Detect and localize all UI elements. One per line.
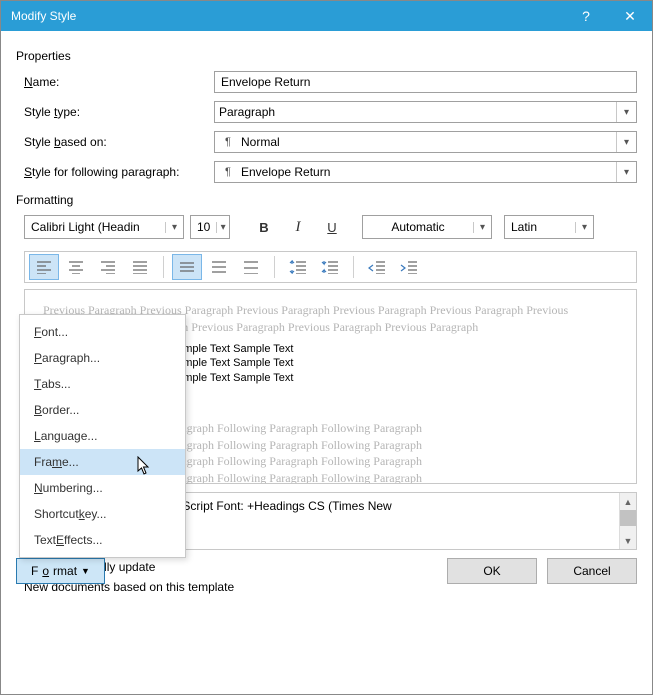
paragraph-icon: ¶: [219, 136, 237, 148]
titlebar: Modify Style ? ✕: [1, 1, 652, 31]
chevron-down-icon: ▾: [575, 222, 593, 233]
line-spacing-2-button[interactable]: [236, 254, 266, 280]
space-before-decrease-button[interactable]: [315, 254, 345, 280]
menu-tabs[interactable]: Tabs...: [20, 371, 185, 397]
align-justify-button[interactable]: [125, 254, 155, 280]
menu-border[interactable]: Border...: [20, 397, 185, 423]
font-size-dropdown[interactable]: 10▾: [190, 215, 230, 239]
chevron-down-icon: ▾: [616, 162, 636, 182]
scroll-up-icon[interactable]: ▲: [620, 493, 636, 510]
name-label: Name:: [24, 75, 214, 89]
decrease-indent-button[interactable]: [362, 254, 392, 280]
menu-numbering[interactable]: Numbering...: [20, 475, 185, 501]
properties-label: Properties: [16, 49, 637, 63]
italic-button[interactable]: I: [284, 215, 312, 239]
line-spacing-1-button[interactable]: [172, 254, 202, 280]
format-button[interactable]: Format ▼: [16, 558, 105, 584]
dialog-title: Modify Style: [11, 9, 564, 23]
bold-button[interactable]: B: [250, 215, 278, 239]
menu-shortcut-key[interactable]: Shortcut key...: [20, 501, 185, 527]
paragraph-icon: ¶: [219, 166, 237, 178]
script-dropdown[interactable]: Latin▾: [504, 215, 594, 239]
close-button[interactable]: ✕: [608, 1, 652, 31]
menu-text-effects[interactable]: Text Effects...: [20, 527, 185, 553]
style-type-dropdown[interactable]: Paragraph ▾: [214, 101, 637, 123]
align-center-button[interactable]: [61, 254, 91, 280]
menu-font[interactable]: Font...: [20, 319, 185, 345]
scroll-down-icon[interactable]: ▼: [620, 532, 636, 549]
paragraph-toolbar: [24, 251, 637, 283]
chevron-down-icon: ▾: [165, 222, 183, 233]
font-color-dropdown[interactable]: Automatic▾: [362, 215, 492, 239]
chevron-down-icon: ▾: [216, 222, 229, 233]
modify-style-dialog: Modify Style ? ✕ Properties Name: Style …: [0, 0, 653, 695]
formatting-label: Formatting: [16, 193, 637, 207]
style-type-label: Style type:: [24, 105, 214, 119]
description-scrollbar[interactable]: ▲ ▼: [619, 493, 636, 549]
name-input[interactable]: [214, 71, 637, 93]
cancel-button[interactable]: Cancel: [547, 558, 637, 584]
chevron-down-icon: ▾: [616, 132, 636, 152]
caret-down-icon: ▼: [81, 566, 90, 576]
style-based-on-label: Style based on:: [24, 135, 214, 149]
space-before-increase-button[interactable]: [283, 254, 313, 280]
style-based-on-dropdown[interactable]: ¶ Normal ▾: [214, 131, 637, 153]
line-spacing-1-5-button[interactable]: [204, 254, 234, 280]
align-right-button[interactable]: [93, 254, 123, 280]
increase-indent-button[interactable]: [394, 254, 424, 280]
font-family-dropdown[interactable]: Calibri Light (Headin▾: [24, 215, 184, 239]
following-paragraph-dropdown[interactable]: ¶ Envelope Return ▾: [214, 161, 637, 183]
align-left-button[interactable]: [29, 254, 59, 280]
ok-button[interactable]: OK: [447, 558, 537, 584]
chevron-down-icon: ▾: [473, 222, 491, 233]
format-menu: Font... Paragraph... Tabs... Border... L…: [19, 314, 186, 558]
following-paragraph-label: Style for following paragraph:: [24, 165, 214, 179]
chevron-down-icon: ▾: [616, 102, 636, 122]
menu-paragraph[interactable]: Paragraph...: [20, 345, 185, 371]
help-button[interactable]: ?: [564, 1, 608, 31]
underline-button[interactable]: U: [318, 215, 346, 239]
menu-frame[interactable]: Frame...: [20, 449, 185, 475]
menu-language[interactable]: Language...: [20, 423, 185, 449]
